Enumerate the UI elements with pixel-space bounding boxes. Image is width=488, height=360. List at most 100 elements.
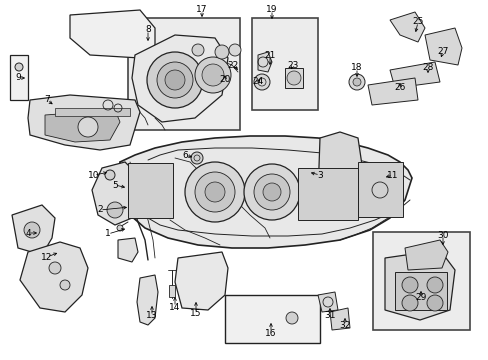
Bar — [128, 18, 240, 130]
Text: 7: 7 — [44, 95, 50, 104]
Text: 19: 19 — [265, 5, 277, 14]
Circle shape — [228, 44, 241, 56]
Circle shape — [401, 277, 417, 293]
Polygon shape — [389, 62, 439, 88]
Bar — [55, 108, 130, 116]
Text: 5: 5 — [112, 180, 118, 189]
Polygon shape — [20, 242, 88, 312]
Polygon shape — [175, 252, 227, 310]
Text: 6: 6 — [182, 150, 187, 159]
Bar — [128, 163, 173, 218]
Bar — [372, 232, 469, 330]
Text: 17: 17 — [196, 5, 207, 14]
Circle shape — [215, 45, 228, 59]
Text: 31: 31 — [324, 310, 335, 320]
Circle shape — [195, 172, 235, 212]
Circle shape — [285, 312, 297, 324]
Circle shape — [117, 225, 123, 231]
Polygon shape — [384, 250, 454, 320]
Circle shape — [192, 44, 203, 56]
Polygon shape — [389, 12, 424, 42]
Text: 21: 21 — [264, 50, 275, 59]
Text: 10: 10 — [88, 171, 100, 180]
Polygon shape — [367, 78, 417, 105]
Text: 13: 13 — [146, 311, 158, 320]
Text: 25: 25 — [411, 18, 423, 27]
Polygon shape — [285, 68, 303, 88]
Circle shape — [204, 182, 224, 202]
Circle shape — [191, 152, 203, 164]
Text: 8: 8 — [145, 26, 151, 35]
Circle shape — [195, 57, 230, 93]
Polygon shape — [28, 95, 140, 150]
Text: 29: 29 — [414, 293, 426, 302]
Circle shape — [164, 70, 184, 90]
Circle shape — [286, 71, 301, 85]
Text: 15: 15 — [190, 309, 202, 318]
Polygon shape — [120, 136, 411, 248]
Circle shape — [107, 202, 123, 218]
Polygon shape — [317, 132, 361, 215]
Circle shape — [253, 74, 269, 90]
Polygon shape — [45, 110, 120, 142]
Polygon shape — [118, 238, 138, 262]
Bar — [357, 162, 402, 217]
Text: 16: 16 — [264, 328, 276, 338]
Polygon shape — [92, 162, 140, 225]
Circle shape — [263, 183, 281, 201]
Polygon shape — [404, 240, 447, 270]
Text: 12: 12 — [41, 252, 53, 261]
Polygon shape — [424, 28, 461, 65]
Polygon shape — [12, 205, 55, 255]
Circle shape — [184, 162, 244, 222]
Circle shape — [15, 63, 23, 71]
Circle shape — [253, 174, 289, 210]
Polygon shape — [70, 10, 155, 58]
Text: 22: 22 — [227, 60, 238, 69]
Text: 14: 14 — [169, 302, 181, 311]
Circle shape — [371, 182, 387, 198]
Text: 11: 11 — [386, 171, 398, 180]
Text: 32: 32 — [339, 320, 350, 329]
Circle shape — [49, 262, 61, 274]
Polygon shape — [367, 168, 391, 208]
Circle shape — [352, 78, 360, 86]
Bar — [169, 285, 175, 297]
Text: 1: 1 — [105, 230, 111, 238]
Circle shape — [105, 170, 115, 180]
Circle shape — [348, 74, 364, 90]
Polygon shape — [10, 55, 28, 100]
Text: 23: 23 — [287, 60, 298, 69]
Text: 30: 30 — [436, 230, 448, 239]
Circle shape — [147, 52, 203, 108]
Circle shape — [202, 64, 224, 86]
Circle shape — [426, 295, 442, 311]
Text: 2: 2 — [97, 206, 102, 215]
Circle shape — [78, 117, 98, 137]
Polygon shape — [258, 52, 271, 72]
Polygon shape — [187, 266, 202, 308]
Bar — [224, 295, 319, 343]
Polygon shape — [132, 35, 227, 122]
Polygon shape — [137, 275, 158, 325]
Circle shape — [24, 222, 40, 238]
Text: 18: 18 — [350, 63, 362, 72]
Text: 27: 27 — [436, 48, 448, 57]
Text: 4: 4 — [25, 229, 31, 238]
Text: 24: 24 — [252, 77, 263, 86]
Bar — [297, 168, 357, 220]
Circle shape — [157, 62, 193, 98]
Circle shape — [426, 277, 442, 293]
Text: 3: 3 — [317, 171, 322, 180]
Text: 20: 20 — [219, 76, 230, 85]
Circle shape — [401, 295, 417, 311]
Text: 28: 28 — [422, 63, 433, 72]
Polygon shape — [329, 308, 349, 330]
Circle shape — [60, 280, 70, 290]
Polygon shape — [317, 292, 337, 312]
Bar — [251, 18, 317, 110]
Text: 9: 9 — [15, 73, 21, 82]
Text: 26: 26 — [393, 82, 405, 91]
Circle shape — [244, 164, 299, 220]
Bar — [394, 272, 446, 310]
